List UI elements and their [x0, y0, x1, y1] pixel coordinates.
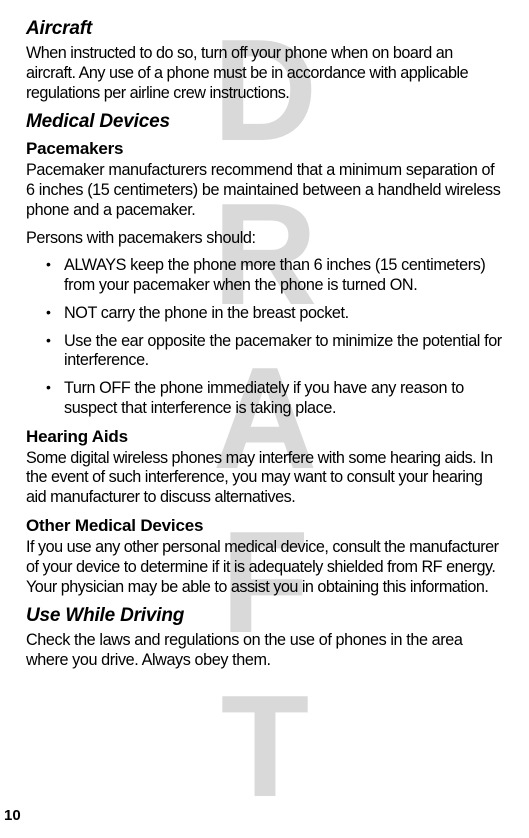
- list-item: NOT carry the phone in the breast pocket…: [26, 304, 503, 324]
- heading-pacemakers: Pacemakers: [26, 139, 503, 159]
- list-item: Turn OFF the phone immediately if you ha…: [26, 379, 503, 419]
- list-item: Use the ear opposite the pacemaker to mi…: [26, 332, 503, 372]
- hearing-body: Some digital wireless phones may interfe…: [26, 449, 503, 508]
- pacemakers-p2: Persons with pacemakers should:: [26, 229, 503, 249]
- heading-aircraft: Aircraft: [26, 18, 503, 40]
- page-number: 10: [4, 807, 21, 824]
- heading-medical-devices: Medical Devices: [26, 111, 503, 133]
- heading-driving: Use While Driving: [26, 605, 503, 627]
- pacemakers-p1: Pacemaker manufacturers recommend that a…: [26, 161, 503, 220]
- aircraft-body: When instructed to do so, turn off your …: [26, 44, 503, 103]
- heading-hearing-aids: Hearing Aids: [26, 427, 503, 447]
- driving-body: Check the laws and regulations on the us…: [26, 631, 503, 671]
- heading-other-medical: Other Medical Devices: [26, 516, 503, 536]
- list-item: ALWAYS keep the phone more than 6 inches…: [26, 256, 503, 296]
- pacemakers-bullets: ALWAYS keep the phone more than 6 inches…: [26, 256, 503, 418]
- page-content: Aircraft When instructed to do so, turn …: [0, 0, 529, 671]
- other-medical-body: If you use any other personal medical de…: [26, 538, 503, 597]
